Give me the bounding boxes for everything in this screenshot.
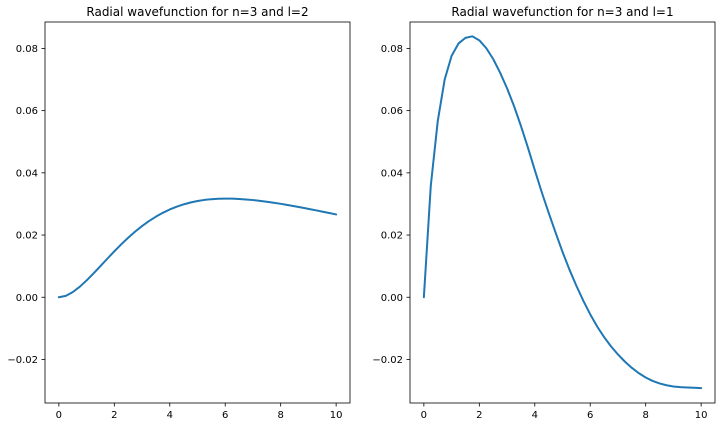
x-tick-label: 10: [330, 410, 343, 421]
y-tick-label: −0.02: [7, 355, 38, 366]
y-tick-label: 0.00: [381, 293, 403, 304]
x-ticks-right: 0 2 4 6 8 10: [421, 403, 708, 421]
y-tick-label: 0.08: [381, 44, 403, 55]
y-tick-label: 0.00: [16, 293, 38, 304]
series-line-right: [422, 35, 703, 390]
y-tick-label: 0.04: [16, 168, 38, 179]
x-tick-label: 0: [421, 410, 427, 421]
plot-area-left: [44, 21, 351, 404]
y-tick-label: 0.08: [16, 44, 38, 55]
x-tick-label: 8: [277, 410, 283, 421]
x-tick-label: 6: [587, 410, 593, 421]
y-tick-label: 0.02: [16, 231, 38, 242]
x-tick-label: 8: [642, 410, 648, 421]
y-tick-label: 0.06: [381, 106, 403, 117]
y-tick-label: −0.02: [372, 355, 403, 366]
chart-title-right: Radial wavefunction for n=3 and l=1: [451, 5, 673, 19]
x-tick-label: 4: [532, 410, 538, 421]
x-tick-label: 2: [476, 410, 482, 421]
y-ticks-right: −0.02 0.00 0.02 0.04 0.06 0.08: [372, 44, 410, 366]
x-tick-label: 10: [695, 410, 708, 421]
x-tick-label: 0: [56, 410, 62, 421]
x-tick-label: 2: [111, 410, 117, 421]
x-ticks-left: 0 2 4 6 8 10: [56, 403, 343, 421]
y-ticks-left: −0.02 0.00 0.02 0.04 0.06 0.08: [7, 44, 45, 366]
y-tick-label: 0.04: [381, 168, 403, 179]
chart-title-left: Radial wavefunction for n=3 and l=2: [86, 5, 308, 19]
x-tick-label: 6: [222, 410, 228, 421]
subplot-right: Radial wavefunction for n=3 and l=1 0 2 4 6…: [372, 5, 716, 421]
y-tick-label: 0.02: [381, 231, 403, 242]
subplot-left: Radial wavefunction for n=3 and l=2 0 2 4 6…: [7, 5, 351, 421]
plot-area-right: [409, 21, 716, 404]
x-tick-label: 4: [167, 410, 173, 421]
series-line-left: [57, 197, 338, 299]
y-tick-label: 0.06: [16, 106, 38, 117]
